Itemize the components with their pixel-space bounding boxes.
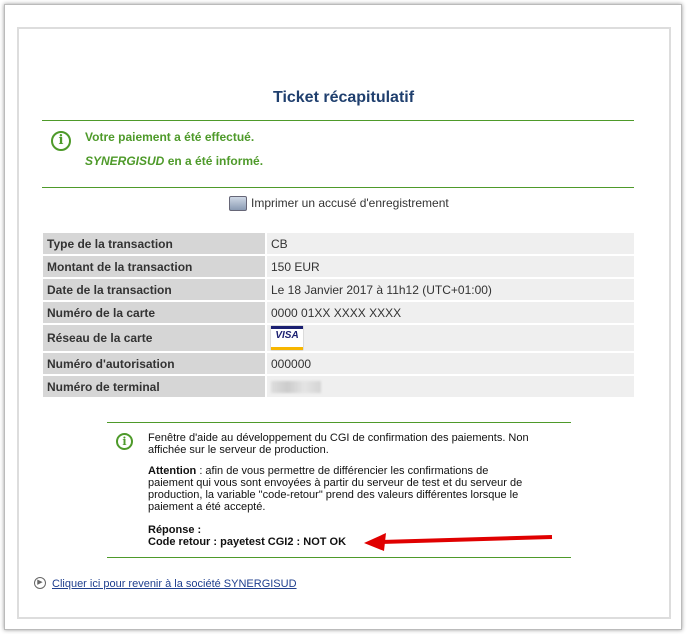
divider [42, 187, 634, 188]
table-row: Numéro de terminal [43, 375, 634, 399]
row-label: Numéro de la carte [43, 301, 267, 325]
page-title: Ticket récapitulatif [272, 89, 415, 106]
help-intro: Fenêtre d'aide au développement du CGI d… [148, 432, 529, 456]
attention-text: : afin de vous permettre de différencier… [148, 465, 523, 513]
row-value: CB [266, 233, 634, 256]
table-row: Montant de la transaction 150 EUR [43, 255, 634, 279]
return-code: Code retour : payetest CGI2 : NOT OK [148, 536, 347, 548]
table-row: Date de la transaction Le 18 Janvier 2017… [43, 278, 634, 302]
row-value: 0000 01XX XXXX XXXX [266, 301, 634, 325]
visa-logo: VISA [271, 326, 303, 350]
divider [42, 120, 634, 121]
payment-status: Votre paiement a été effectué. [85, 130, 255, 144]
row-label: Montant de la transaction [43, 255, 267, 279]
blurred-terminal-number [271, 381, 321, 394]
attention-label: Attention [148, 465, 197, 477]
table-row: Type de la transaction CB [43, 233, 634, 256]
transaction-table: Type de la transaction CB Montant de la t… [43, 233, 634, 399]
table-row: Réseau de la carte VISA [43, 324, 634, 353]
response-label: Réponse : [148, 524, 202, 536]
divider [107, 557, 571, 558]
row-value: 000000 [266, 352, 634, 376]
print-receipt-label: Imprimer un accusé d'enregistrement [251, 196, 449, 210]
merchant-informed: SYNERGISUD en a été informé. [85, 154, 263, 168]
merchant-name: SYNERGISUD [85, 154, 165, 168]
printer-icon [229, 196, 247, 212]
divider [107, 422, 571, 423]
row-label: Réseau de la carte [43, 324, 267, 353]
play-circle-icon: ▶ [34, 576, 46, 589]
back-link-row: ▶ Cliquer ici pour revenir à la société S… [34, 574, 297, 592]
row-value: VISA [266, 324, 634, 353]
row-label: Numéro de terminal [43, 375, 267, 399]
red-arrow-annotation [364, 533, 553, 551]
table-row: Numéro d'autorisation 000000 [43, 352, 634, 376]
row-value: 150 EUR [266, 255, 634, 279]
table-row: Numéro de la carte 0000 01XX XXXX XXXX [43, 301, 634, 325]
row-label: Numéro d'autorisation [43, 352, 267, 376]
row-label: Type de la transaction [43, 233, 267, 256]
info-icon: i [116, 433, 133, 450]
back-to-merchant-link[interactable]: Cliquer ici pour revenir à la société SY… [52, 578, 297, 590]
help-attention: Attention : afin de vous permettre de di… [148, 465, 533, 513]
print-receipt-link[interactable]: Imprimer un accusé d'enregistrement [229, 196, 449, 212]
info-icon: i [51, 131, 71, 151]
merchant-informed-text: en a été informé. [164, 154, 264, 168]
row-label: Date de la transaction [43, 278, 267, 302]
row-value [266, 375, 634, 399]
row-value: Le 18 Janvier 2017 à 11h12 (UTC+01:00) [266, 278, 634, 302]
